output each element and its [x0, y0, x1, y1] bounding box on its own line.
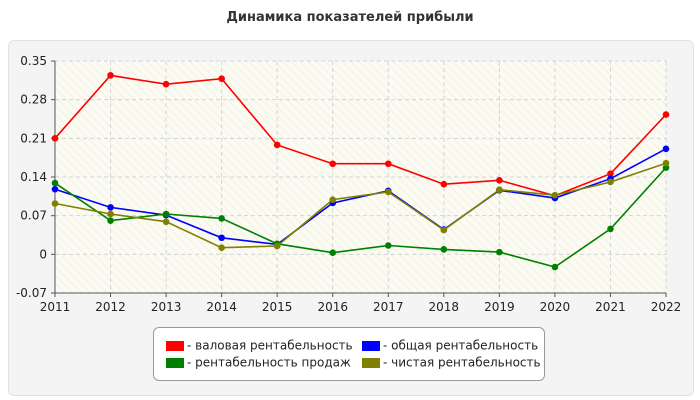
legend-label: - чистая рентабельность — [383, 355, 541, 370]
data-point — [662, 145, 670, 153]
series-line — [54, 148, 667, 246]
data-point — [329, 249, 337, 256]
data-point — [607, 178, 614, 186]
data-point — [440, 246, 448, 253]
data-point — [107, 204, 114, 211]
legend-label: - валовая рентабельность — [187, 338, 353, 353]
data-point — [329, 196, 337, 203]
data-point — [107, 210, 114, 218]
legend-swatch — [362, 357, 380, 368]
x-tick-label: 2020 — [540, 300, 571, 314]
data-point — [384, 160, 392, 168]
data-point — [162, 218, 170, 226]
data-point — [496, 248, 503, 256]
data-point — [218, 234, 225, 242]
data-point — [162, 80, 170, 88]
data-point — [384, 242, 392, 249]
data-point — [51, 135, 59, 142]
y-tick-label: 0 — [39, 247, 47, 261]
x-tick-label: 2012 — [95, 300, 126, 314]
data-point — [218, 215, 225, 222]
legend-swatch — [362, 340, 380, 351]
data-point — [496, 186, 503, 194]
x-tick-label: 2019 — [484, 300, 515, 314]
x-tick-label: 2011 — [40, 300, 71, 314]
data-point — [107, 72, 114, 79]
y-tick-label: 0.07 — [20, 209, 47, 223]
data-point — [162, 210, 170, 218]
x-tick-label: 2014 — [206, 300, 237, 314]
series-line — [54, 167, 667, 268]
legend-item-net-margin: - чистая рентабельность — [362, 355, 541, 370]
data-point — [329, 160, 337, 168]
data-point — [662, 111, 670, 118]
y-tick-label: 0.14 — [20, 170, 47, 184]
data-point — [273, 242, 281, 250]
legend: - валовая рентабельность - общая рентабе… — [153, 327, 545, 381]
data-point — [384, 188, 392, 196]
chart-title: Динамика показателей прибыли — [226, 10, 474, 25]
data-point — [51, 179, 59, 187]
data-point — [218, 75, 225, 82]
series-line — [54, 162, 667, 249]
legend-swatch — [166, 340, 184, 351]
data-point — [607, 225, 614, 233]
x-tick-label: 2022 — [651, 300, 682, 314]
y-tick-label: -0.07 — [16, 286, 47, 300]
legend-label: - общая рентабельность — [383, 338, 539, 353]
data-point — [440, 226, 448, 234]
data-point — [51, 200, 59, 207]
y-tick-label: 0.35 — [20, 54, 47, 68]
x-tick-label: 2016 — [317, 300, 348, 314]
x-tick-label: 2015 — [262, 300, 293, 314]
legend-swatch — [166, 357, 184, 368]
y-tick-label: 0.21 — [20, 131, 47, 145]
legend-label: - рентабельность продаж — [187, 355, 351, 370]
legend-item-sales-margin: - рентабельность продаж — [166, 355, 351, 370]
data-point — [551, 191, 559, 199]
data-point — [662, 159, 670, 167]
data-point — [607, 170, 614, 177]
data-point — [107, 217, 114, 224]
legend-item-total-margin: - общая рентабельность — [362, 338, 538, 353]
data-point — [496, 177, 503, 184]
data-point — [440, 180, 448, 188]
y-tick-label: 0.28 — [20, 93, 47, 107]
x-tick-label: 2017 — [373, 300, 404, 314]
series-line — [54, 74, 667, 197]
x-tick-label: 2013 — [151, 300, 182, 314]
x-tick-label: 2021 — [595, 300, 626, 314]
legend-item-gross-margin: - валовая рентабельность — [166, 338, 353, 353]
x-tick-label: 2018 — [429, 300, 460, 314]
data-point — [273, 141, 281, 149]
data-point — [551, 263, 559, 271]
data-point — [218, 244, 225, 252]
data-point — [51, 185, 59, 193]
